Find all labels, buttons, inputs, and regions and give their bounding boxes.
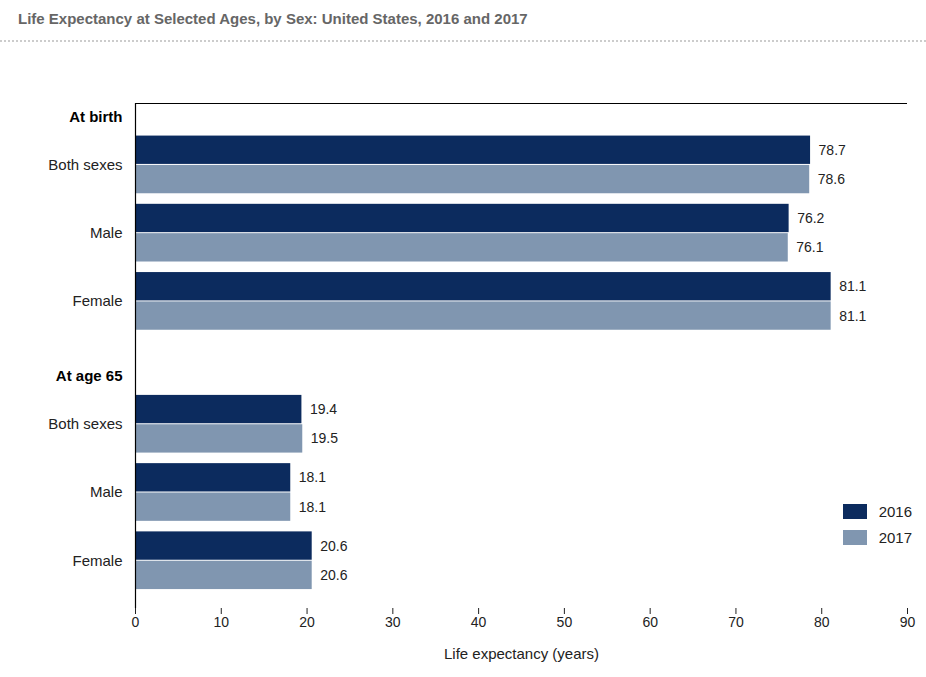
svg-text:19.4: 19.4 — [310, 401, 337, 417]
svg-text:60: 60 — [642, 614, 658, 630]
svg-text:81.1: 81.1 — [839, 278, 866, 294]
svg-text:Female: Female — [72, 552, 122, 569]
svg-text:40: 40 — [471, 614, 487, 630]
svg-text:At age 65: At age 65 — [56, 367, 123, 384]
svg-text:20.6: 20.6 — [320, 567, 347, 583]
html-text:Life Expectancy at Selected Ag: Life Expectancy at Selected Ages, by Sex… — [18, 10, 528, 27]
svg-text:81.1: 81.1 — [839, 308, 866, 324]
svg-text:20.6: 20.6 — [320, 538, 347, 554]
svg-text:Both sexes: Both sexes — [48, 156, 122, 173]
svg-text:Both sexes: Both sexes — [48, 415, 122, 432]
html-text:2017: 2017 — [878, 529, 912, 546]
svg-text:10: 10 — [213, 614, 229, 630]
svg-text:20: 20 — [299, 614, 315, 630]
svg-text:Male: Male — [90, 224, 123, 241]
svg-text:50: 50 — [557, 614, 573, 630]
svg-text:18.1: 18.1 — [299, 499, 326, 515]
svg-text:At birth: At birth — [69, 108, 122, 125]
svg-text:Life expectancy (years): Life expectancy (years) — [444, 645, 599, 662]
svg-text:80: 80 — [814, 614, 830, 630]
svg-text:78.6: 78.6 — [818, 171, 845, 187]
svg-text:76.2: 76.2 — [797, 210, 824, 226]
svg-text:Male: Male — [90, 483, 123, 500]
svg-text:Female: Female — [72, 292, 122, 309]
html-text:2016: 2016 — [878, 503, 912, 520]
svg-text:30: 30 — [385, 614, 401, 630]
svg-text:90: 90 — [900, 614, 916, 630]
svg-text:70: 70 — [728, 614, 744, 630]
svg-text:78.7: 78.7 — [819, 142, 846, 158]
svg-text:0: 0 — [132, 614, 140, 630]
svg-text:76.1: 76.1 — [796, 239, 823, 255]
svg-text:18.1: 18.1 — [299, 469, 326, 485]
svg-text:19.5: 19.5 — [311, 430, 338, 446]
